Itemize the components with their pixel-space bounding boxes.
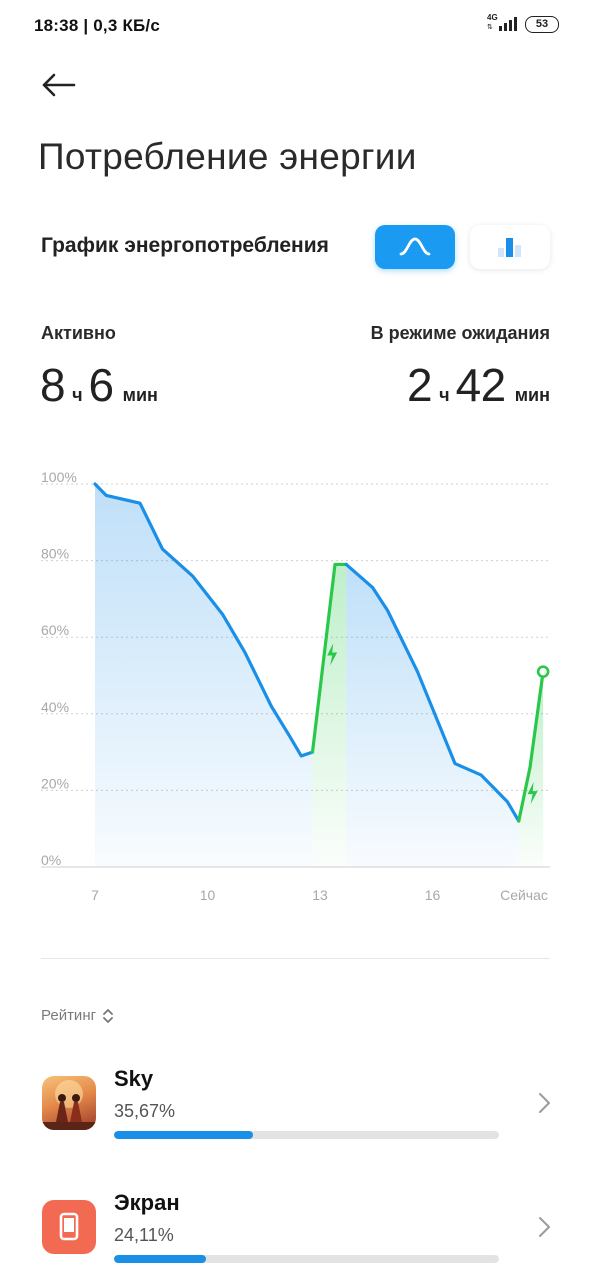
status-bar: 18:38 | 0,3 КБ/с 4G ⇅ 53 [0,0,591,52]
charge-line [517,670,545,823]
active-minutes-unit: мин [122,385,158,405]
active-hours: 8 [40,359,66,411]
rating-sort-button[interactable]: Рейтинг [41,1007,114,1024]
usage-bar [114,1131,499,1139]
signal-bars-icon [499,17,517,31]
y-tick-label: 60% [41,622,69,638]
standby-hours: 2 [407,359,433,411]
standby-minutes-unit: мин [514,385,550,405]
x-tick-label: 16 [425,887,441,903]
charging-bolt-icon [527,782,538,805]
arrow-left-icon [42,73,76,97]
usage-bar-fill [114,1131,253,1139]
discharge-area [346,564,519,867]
active-time: 8 ч 6 мин [40,358,158,412]
battery-level: 53 [535,18,549,30]
x-tick-label: 10 [200,887,216,903]
screen-icon [42,1200,96,1254]
line-chart-icon [399,237,431,256]
usage-bar [114,1255,499,1263]
list-item-screen[interactable]: Экран 24,11% [0,1178,591,1278]
y-tick-label: 80% [41,546,69,562]
standby-minutes: 42 [455,359,507,411]
sky-game-icon [42,1076,96,1130]
discharge-line [93,482,315,758]
mobile-signal-icon: 4G ⇅ [487,13,517,33]
charge-area [312,564,347,867]
app-percent: 35,67% [114,1101,176,1121]
y-tick-label: 100% [41,469,77,485]
chevron-right-icon [539,1093,550,1113]
discharge-line [344,562,521,823]
usage-bar-fill [114,1255,207,1263]
charge-line [310,562,348,754]
discharge-area [95,484,313,867]
rating-label: Рейтинг [41,1007,97,1024]
standby-time: 2 ч 42 мин [407,358,550,412]
app-name: Экран [114,1190,180,1215]
graph-section-label: График энергопотребления [41,234,329,257]
active-label: Активно [41,323,116,343]
page-title: Потребление энергии [38,136,417,177]
y-tick-label: 40% [41,699,69,715]
bar-chart-icon [498,238,521,257]
current-level-marker [536,665,550,678]
back-button[interactable] [34,64,78,108]
list-item-sky[interactable]: Sky 35,67% [0,1054,591,1154]
x-tick-label: 13 [312,887,328,903]
data-arrows-icon: ⇅ [487,24,493,31]
app-name: Sky [114,1066,154,1091]
battery-icon: 53 [525,15,559,33]
network-type: 4G [487,13,498,22]
app-percent: 24,11% [114,1225,174,1245]
standby-label: В режиме ожидания [370,323,550,343]
bar-chart-toggle-button[interactable] [470,225,550,269]
chevron-right-icon [539,1217,550,1237]
line-chart-toggle-button[interactable] [375,225,455,269]
standby-hours-unit: ч [439,385,450,405]
battery-level-chart[interactable]: 0% 20% 40% 60% 80% 100% 7 10 13 16 Сейчас [0,460,591,920]
active-hours-unit: ч [72,385,83,405]
y-tick-label: 20% [41,775,69,791]
status-time: 18:38 | 0,3 КБ/с [34,16,161,35]
y-tick-label: 0% [41,852,61,868]
x-tick-label: 7 [91,887,99,903]
active-minutes: 6 [88,359,115,411]
x-tick-label: Сейчас [500,887,548,903]
status-icons: 4G ⇅ 53 [487,13,559,33]
sort-updown-icon [103,1008,113,1023]
section-divider [41,958,550,959]
charging-bolt-icon [327,643,338,666]
